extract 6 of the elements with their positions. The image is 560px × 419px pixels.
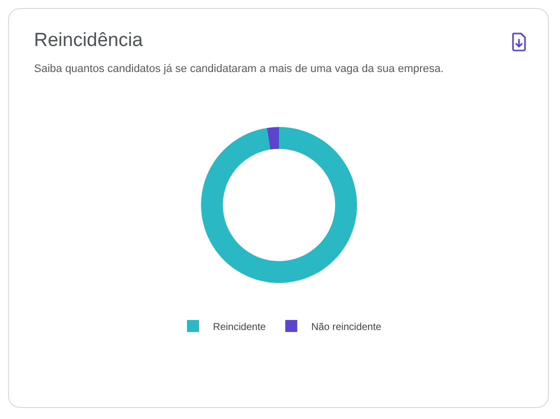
legend-label: Não reincidente xyxy=(311,322,382,333)
legend-label: Reincidente xyxy=(213,322,266,333)
donut-slice xyxy=(266,126,280,150)
chart-title: Reincidência xyxy=(34,29,143,53)
chart-subtitle: Saiba quantos candidatos já se candidataram a mais de uma vaga da sua empresa. xyxy=(34,62,444,76)
donut-slice xyxy=(201,126,357,283)
